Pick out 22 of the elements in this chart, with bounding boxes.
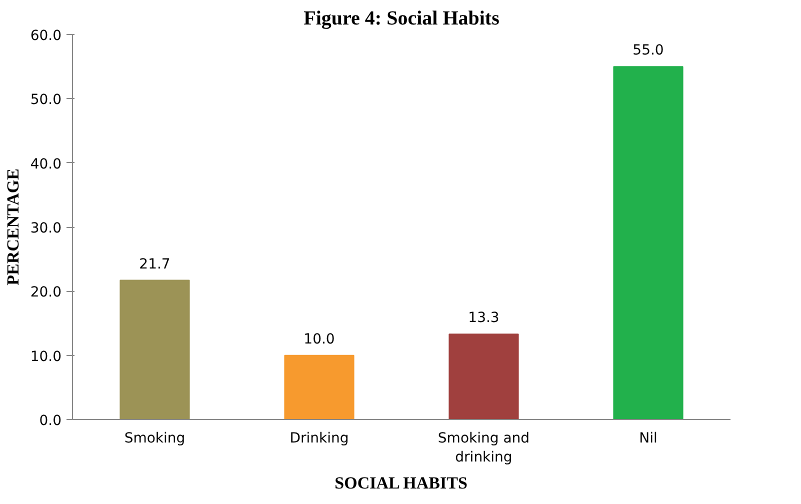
y-tick-label: 40.0	[30, 156, 62, 172]
bar	[284, 354, 354, 420]
y-tick-label: 0.0	[39, 413, 62, 429]
y-tick-label: 20.0	[30, 284, 62, 301]
data-label: 55.0	[632, 42, 664, 59]
y-tick-label: 50.0	[30, 92, 62, 108]
data-label: 10.0	[304, 331, 335, 348]
data-label: 13.3	[468, 310, 500, 326]
x-tick-label: Smoking	[124, 430, 186, 446]
x-axis-title: SOCIAL HABITS	[334, 474, 468, 493]
x-tick-label: Nil	[639, 430, 658, 446]
data-label: 21.7	[139, 256, 170, 272]
y-tick-label: 30.0	[30, 220, 62, 236]
bar	[120, 280, 190, 420]
chart-title: Figure 4: Social Habits	[304, 8, 500, 30]
x-tick-label: Drinking	[290, 430, 349, 446]
bar	[613, 66, 684, 420]
y-axis-title: PERCENTAGE	[3, 168, 22, 286]
bar	[448, 334, 519, 420]
y-tick-label: 60.0	[30, 28, 62, 44]
x-tick-label: Smoking and drinking	[438, 430, 530, 466]
y-tick-label: 10.0	[30, 348, 62, 365]
